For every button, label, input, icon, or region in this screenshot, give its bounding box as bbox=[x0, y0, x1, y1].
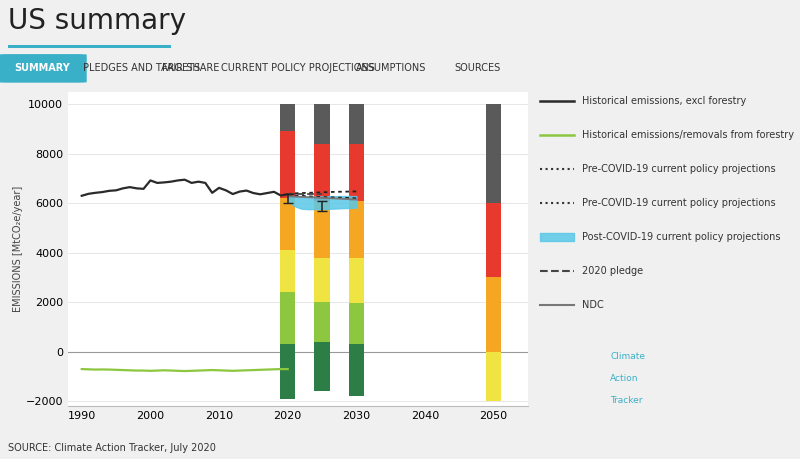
Bar bbox=[280, 131, 295, 198]
Text: Historical emissions, excl forestry: Historical emissions, excl forestry bbox=[582, 96, 746, 106]
Bar bbox=[349, 303, 364, 344]
Bar bbox=[349, 257, 364, 303]
Text: PLEDGES AND TARGETS: PLEDGES AND TARGETS bbox=[83, 63, 201, 73]
Text: FAIR SHARE: FAIR SHARE bbox=[162, 63, 219, 73]
Bar bbox=[280, 104, 295, 131]
Text: SOURCES: SOURCES bbox=[454, 63, 500, 73]
Bar bbox=[280, 344, 295, 399]
Bar bbox=[280, 250, 295, 292]
Bar bbox=[280, 198, 295, 250]
Bar bbox=[314, 104, 330, 144]
Y-axis label: EMISSIONS [MtCO₂e/year]: EMISSIONS [MtCO₂e/year] bbox=[13, 186, 23, 312]
Text: Pre-COVID-19 current policy projections: Pre-COVID-19 current policy projections bbox=[582, 198, 775, 208]
Bar bbox=[486, 352, 502, 401]
Bar bbox=[314, 201, 330, 257]
Text: Post-COVID-19 current policy projections: Post-COVID-19 current policy projections bbox=[582, 232, 780, 242]
Bar bbox=[349, 144, 364, 201]
Bar bbox=[314, 342, 330, 392]
Bar bbox=[486, 278, 502, 352]
Bar bbox=[349, 201, 364, 257]
Text: SOURCE: Climate Action Tracker, July 2020: SOURCE: Climate Action Tracker, July 202… bbox=[8, 442, 216, 453]
Bar bbox=[349, 104, 364, 144]
FancyBboxPatch shape bbox=[0, 54, 86, 83]
Text: 2020 pledge: 2020 pledge bbox=[582, 266, 643, 276]
Bar bbox=[280, 292, 295, 344]
Bar bbox=[486, 203, 502, 278]
Bar bbox=[486, 104, 502, 203]
Text: Tracker: Tracker bbox=[610, 396, 643, 404]
Bar bbox=[314, 144, 330, 201]
Text: Pre-COVID-19 current policy projections: Pre-COVID-19 current policy projections bbox=[582, 164, 775, 174]
Text: Action: Action bbox=[610, 374, 639, 382]
Text: ASSUMPTIONS: ASSUMPTIONS bbox=[356, 63, 426, 73]
Bar bbox=[314, 257, 330, 302]
Text: SUMMARY: SUMMARY bbox=[14, 63, 70, 73]
Bar bbox=[314, 302, 330, 342]
Text: CURRENT POLICY PROJECTIONS: CURRENT POLICY PROJECTIONS bbox=[221, 63, 375, 73]
Text: Climate: Climate bbox=[610, 352, 646, 360]
Text: US summary: US summary bbox=[8, 7, 186, 35]
Bar bbox=[349, 344, 364, 396]
Text: NDC: NDC bbox=[582, 300, 603, 310]
Text: Historical emissions/removals from forestry: Historical emissions/removals from fores… bbox=[582, 130, 794, 140]
